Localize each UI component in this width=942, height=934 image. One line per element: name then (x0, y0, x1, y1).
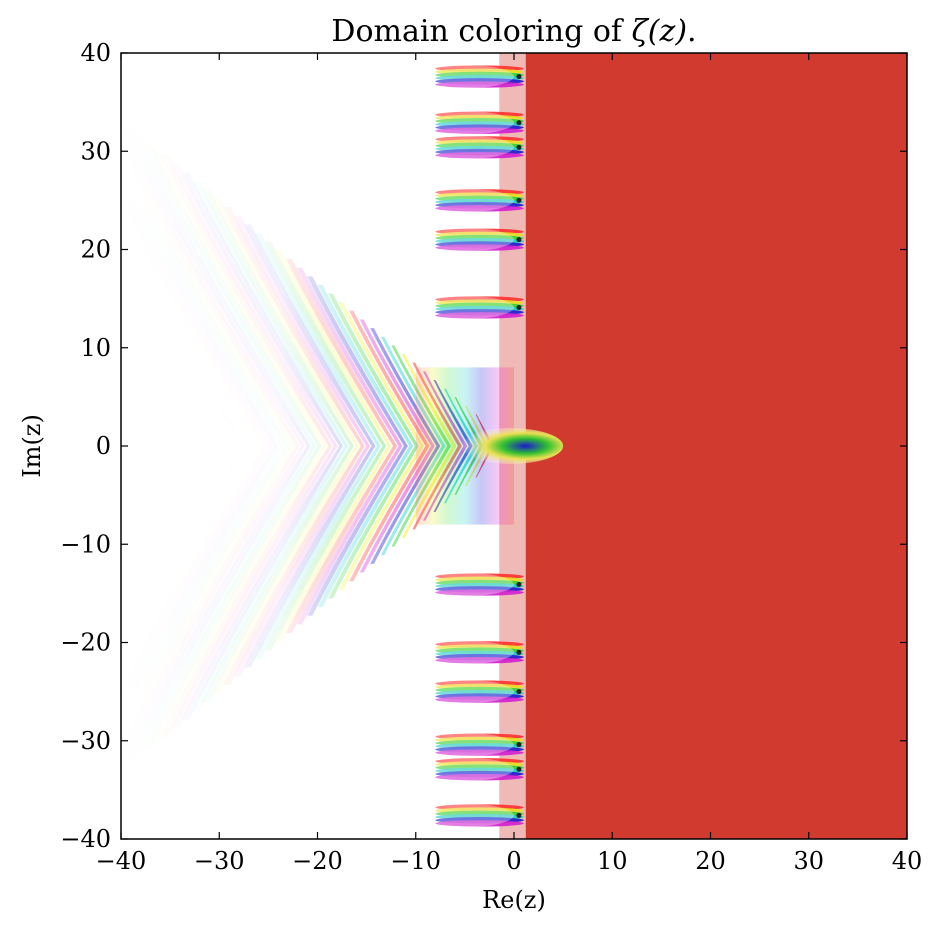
pole-marker (455, 428, 564, 464)
zero-finger (356, 225, 524, 254)
y-tick-label: 30 (80, 137, 111, 165)
zero-finger (356, 677, 524, 706)
zero-finger (356, 133, 524, 162)
y-tick-label: 20 (80, 236, 111, 264)
zero-finger (356, 755, 524, 784)
y-tick-label: 40 (80, 39, 111, 67)
zero-finger (356, 186, 524, 215)
x-tick-label: 10 (597, 847, 628, 875)
x-tick-label: 40 (892, 847, 923, 875)
zero-finger (356, 570, 524, 599)
x-tick-label: 30 (793, 847, 824, 875)
right-half-plane-region (525, 53, 907, 839)
y-tick-label: −40 (60, 825, 111, 853)
y-tick-label: 0 (96, 432, 111, 460)
x-axis: −40 −30 −20 −10 0 10 20 30 40 (96, 53, 923, 875)
x-tick-label: −30 (194, 847, 245, 875)
zero-finger (356, 62, 524, 91)
x-tick-label: −10 (390, 847, 441, 875)
x-tick-label: 0 (506, 847, 521, 875)
zero-finger (356, 293, 524, 322)
y-tick-label: −20 (60, 629, 111, 657)
left-fade (121, 53, 475, 839)
x-tick-label: −40 (96, 847, 147, 875)
zero-finger (356, 801, 524, 830)
y-tick-label: −10 (60, 530, 111, 558)
x-tick-label: 20 (695, 847, 726, 875)
y-axis: −40 −30 −20 −10 0 10 20 30 40 (60, 39, 907, 853)
y-tick-label: 10 (80, 334, 111, 362)
y-tick-label: −30 (60, 727, 111, 755)
x-axis-label: Re(z) (482, 886, 546, 914)
chart-title: Domain coloring of ζ(z). (331, 14, 696, 49)
zero-finger (356, 730, 524, 759)
x-tick-label: −20 (292, 847, 343, 875)
y-axis-label: Im(z) (18, 414, 46, 478)
domain-coloring-image (121, 53, 907, 839)
zero-finger (356, 638, 524, 667)
zero-finger (356, 108, 524, 137)
